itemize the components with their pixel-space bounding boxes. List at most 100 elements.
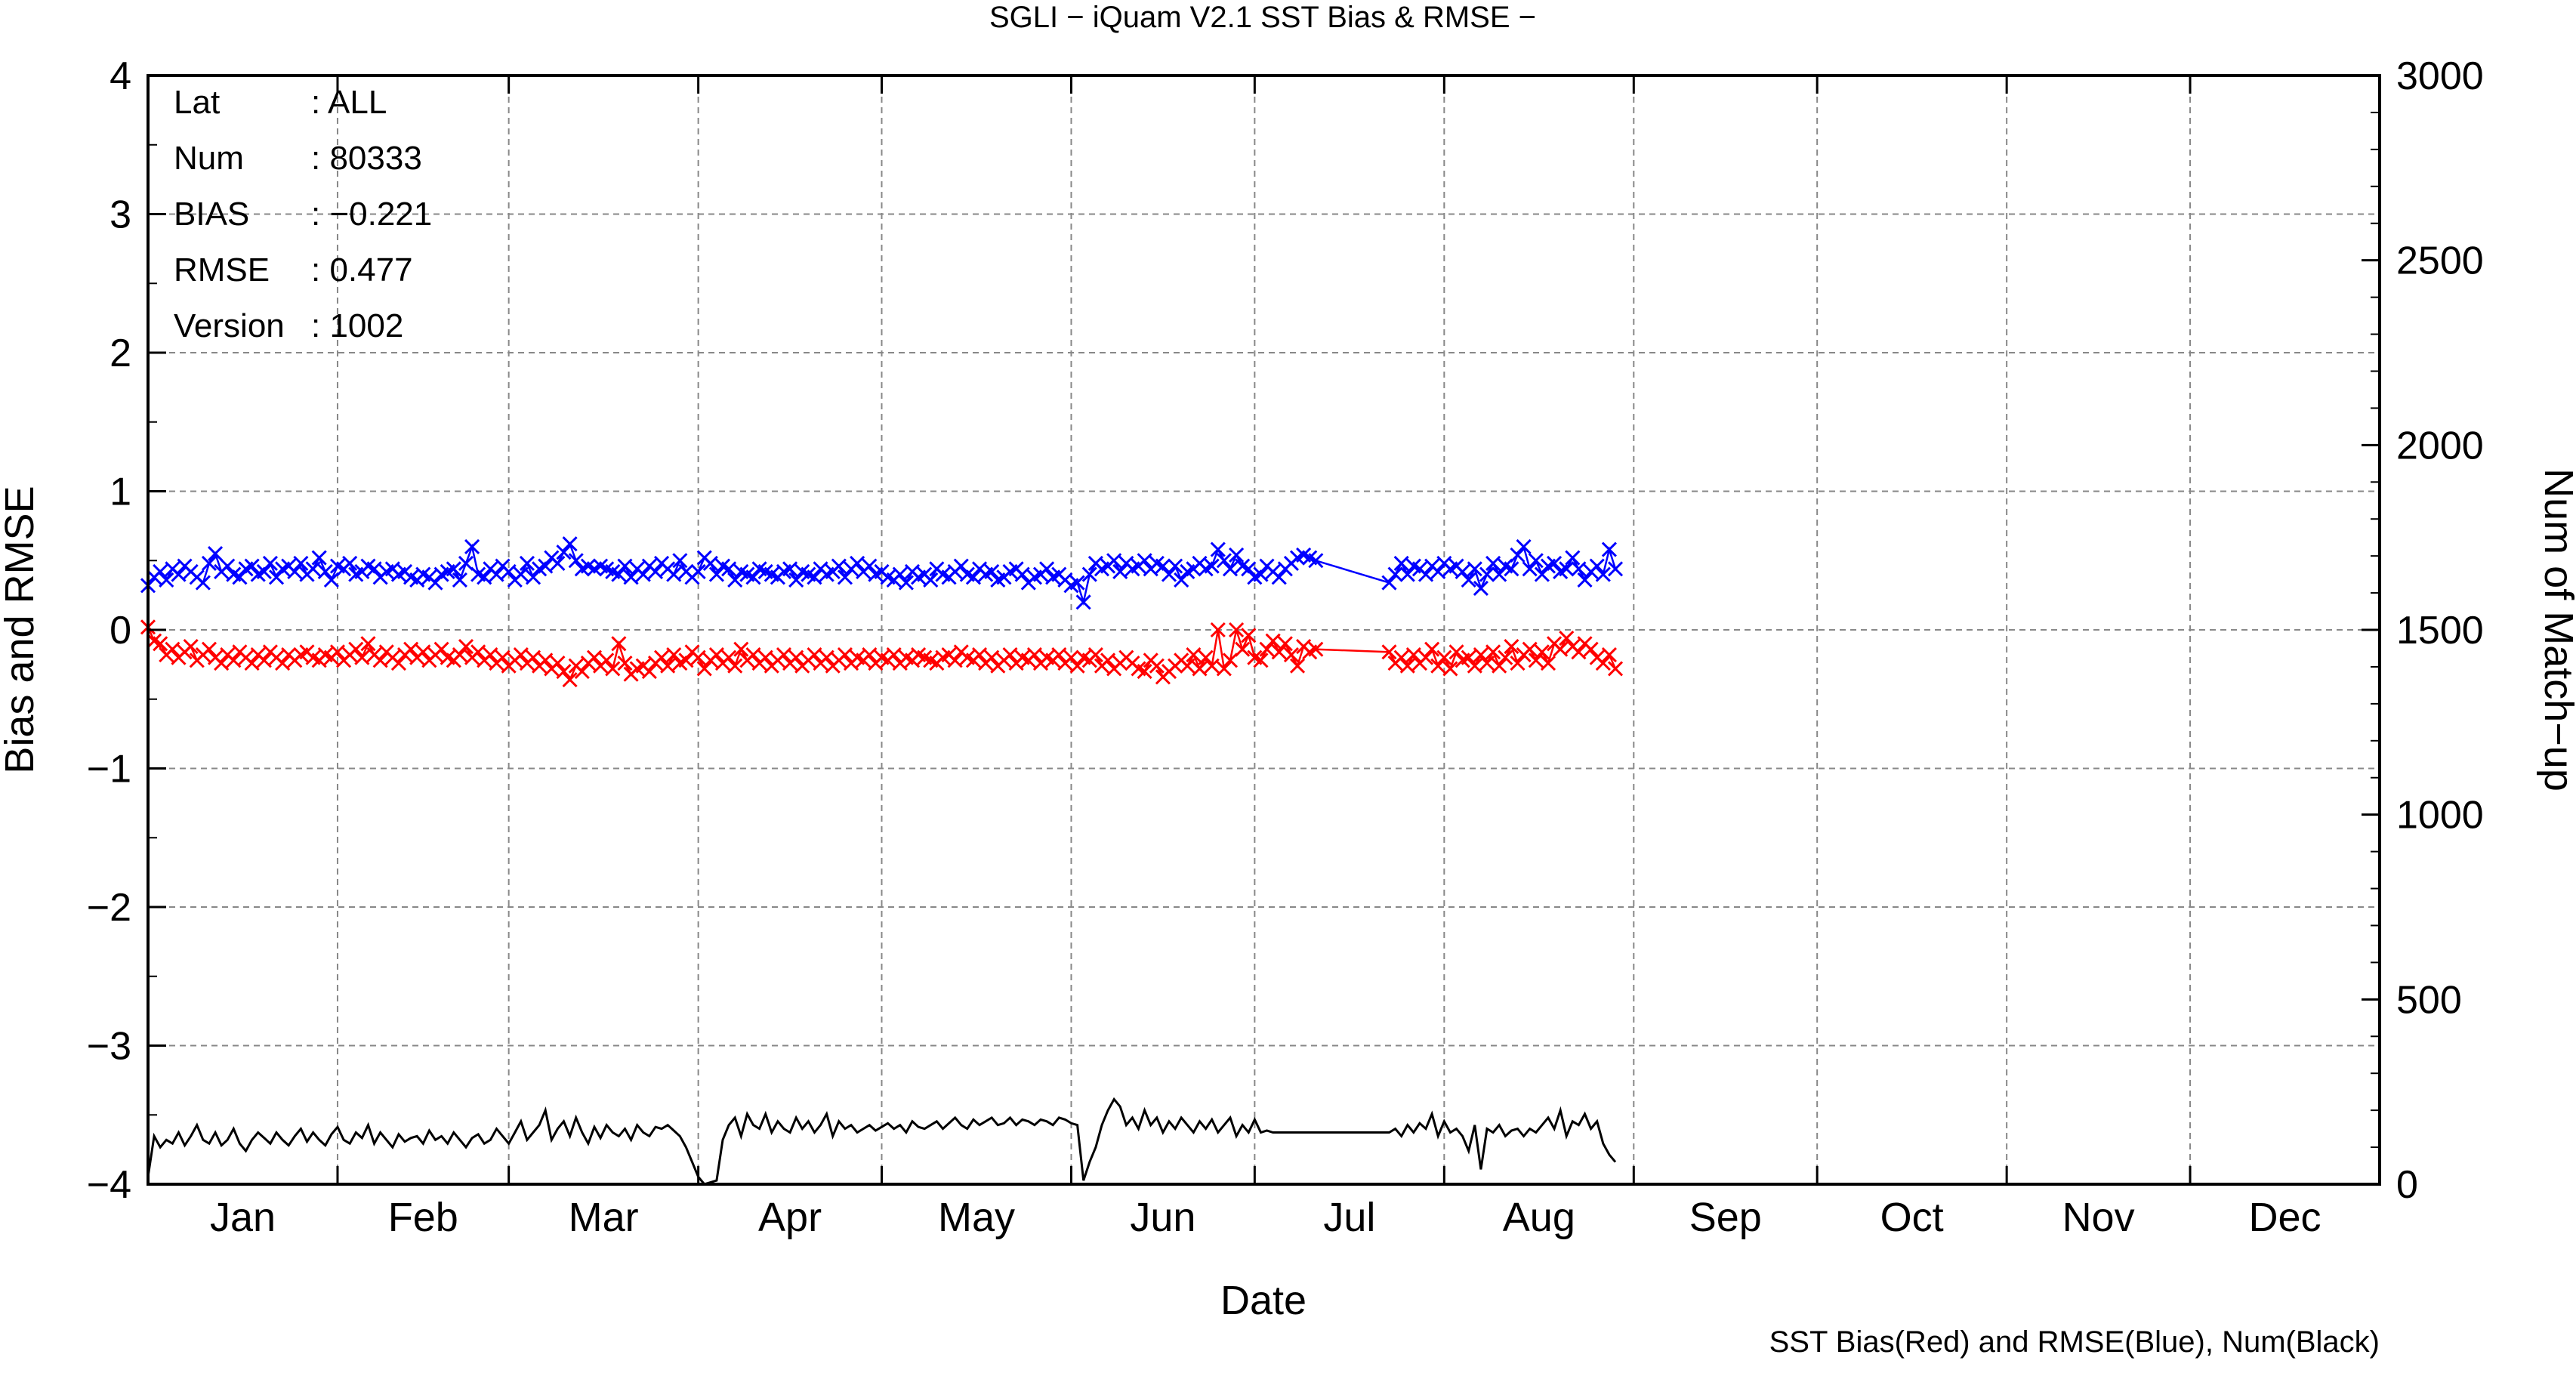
axes: 4 3 2 1 0 −1 −2 −3 −4 3000 2500 2000 1500 1000 500 0 Jan… [87, 54, 2484, 1240]
y-tick-label: −2 [87, 886, 131, 930]
x-tick-label: Nov [2062, 1195, 2135, 1240]
data-point-rmse [427, 575, 443, 591]
data-point-bias [562, 671, 578, 688]
data-point-rmse [1399, 566, 1415, 582]
data-point-bias [1002, 646, 1018, 663]
data-point-bias [599, 653, 615, 668]
data-point-rmse [1075, 594, 1091, 610]
data-point-bias [1492, 658, 1507, 674]
series-bias [140, 619, 1624, 688]
stat-value: : −0.221 [311, 196, 432, 233]
data-point-bias [1235, 641, 1251, 657]
data-point-rmse [244, 558, 260, 574]
data-point-rmse [953, 558, 969, 574]
data-point-bias [1498, 649, 1513, 665]
data-point-bias [1283, 646, 1299, 663]
data-point-bias [1553, 641, 1569, 657]
chart-title: SGLI − iQuam V2.1 SST Bias & RMSE − [989, 1, 1536, 34]
data-point-rmse [702, 555, 718, 571]
data-point-bias [1265, 633, 1281, 649]
footnote: SST Bias(Red) and RMSE(Blue), Num(Black) [1769, 1325, 2380, 1359]
data-point-bias [1026, 646, 1042, 663]
y2-tick-label: 3000 [2396, 54, 2484, 98]
stat-value: : 0.477 [311, 251, 413, 288]
stat-label: RMSE [174, 251, 270, 288]
stat-label: Lat [174, 84, 220, 121]
x-tick-label: Feb [388, 1195, 458, 1240]
data-point-rmse [458, 555, 474, 571]
data-point-rmse [342, 555, 358, 571]
data-point-bias [745, 646, 761, 663]
data-point-bias [971, 646, 988, 663]
data-point-rmse [862, 558, 878, 574]
data-point-rmse [1418, 566, 1434, 582]
y-tick-label: −1 [87, 748, 131, 791]
data-point-bias [165, 641, 180, 657]
data-point-rmse [287, 563, 303, 579]
data-point-bias [666, 646, 682, 663]
data-point-rmse [1430, 563, 1446, 579]
data-point-bias [153, 636, 168, 652]
data-point-rmse [690, 563, 706, 579]
data-point-rmse [538, 558, 554, 574]
data-point-rmse [153, 563, 168, 579]
data-point-rmse [898, 575, 914, 591]
data-point-rmse [256, 563, 272, 579]
data-point-bias [1485, 644, 1501, 660]
data-point-bias [807, 646, 822, 663]
data-point-rmse [1516, 538, 1532, 554]
data-point-rmse [1461, 572, 1476, 588]
data-point-rmse [1393, 555, 1409, 571]
y-tick-label: 4 [110, 54, 131, 98]
data-point-bias [611, 636, 627, 652]
data-point-bias [721, 649, 737, 665]
y2-axis-label: Num of Match−up [2536, 468, 2576, 791]
data-point-bias [1430, 658, 1446, 674]
data-point-bias [1595, 655, 1611, 671]
data-point-bias [837, 646, 853, 663]
data-point-bias [1522, 641, 1538, 657]
data-point-bias [660, 658, 676, 674]
data-point-bias [513, 646, 529, 663]
stat-label: Num [174, 140, 244, 177]
grid [148, 76, 2380, 1184]
data-point-bias [1442, 661, 1458, 677]
data-point-rmse [837, 569, 853, 585]
data-point-bias [556, 663, 572, 680]
data-point-rmse [195, 575, 211, 591]
data-point-bias [1418, 649, 1434, 665]
data-point-rmse [1106, 553, 1122, 569]
y2-tick-label: 1000 [2396, 794, 2484, 838]
data-point-bias [1381, 644, 1397, 660]
data-point-rmse [489, 566, 504, 582]
data-point-rmse [317, 563, 333, 579]
data-point-bias [1583, 641, 1599, 657]
data-point-bias [1399, 658, 1415, 674]
series [140, 536, 1624, 1186]
data-point-rmse [788, 572, 804, 588]
data-point-bias [1436, 649, 1452, 665]
data-point-bias [690, 649, 706, 665]
data-point-bias [390, 655, 406, 671]
data-point-bias [1259, 641, 1275, 657]
data-point-rmse [501, 563, 517, 579]
data-point-rmse [617, 558, 633, 574]
data-point-bias [586, 649, 603, 665]
data-point-bias [483, 646, 498, 663]
data-point-rmse [1479, 566, 1495, 582]
y-tick-label: −3 [87, 1025, 131, 1069]
data-point-rmse [550, 555, 566, 571]
data-point-bias [183, 638, 199, 655]
data-point-rmse [708, 566, 724, 582]
data-point-bias [984, 649, 1000, 665]
data-point-bias [1063, 649, 1079, 665]
data-point-rmse [1174, 572, 1189, 588]
data-point-bias [1069, 658, 1085, 674]
data-point-rmse [635, 566, 651, 582]
data-point-rmse [1222, 561, 1239, 577]
data-point-rmse [850, 555, 865, 571]
stat-value: : 1002 [311, 307, 403, 344]
data-point-rmse [1510, 547, 1526, 563]
data-point-bias [244, 655, 260, 671]
data-point-bias [886, 646, 902, 663]
